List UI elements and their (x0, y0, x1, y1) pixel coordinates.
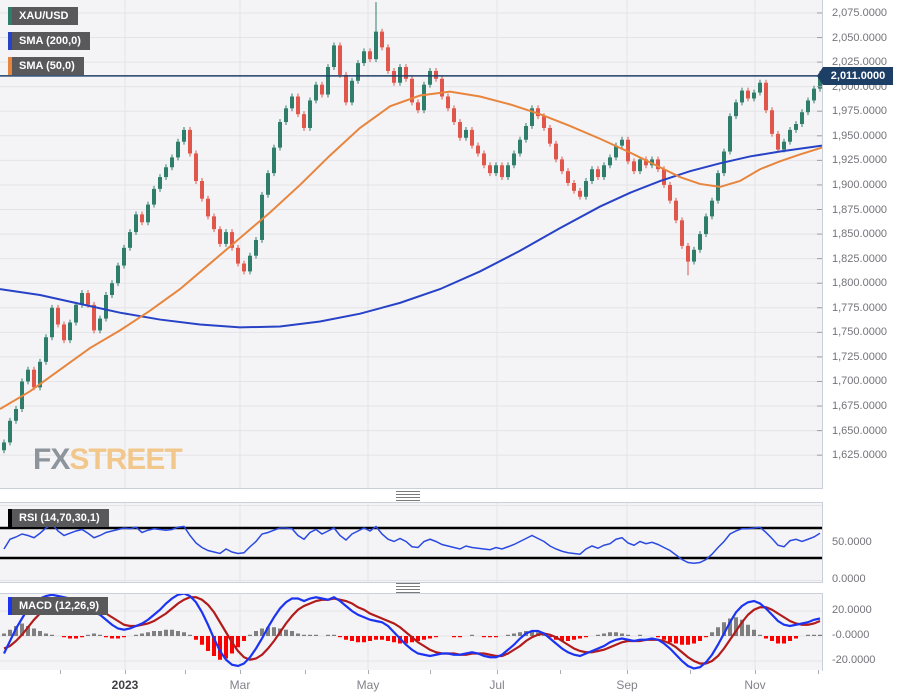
time-label: Sep (616, 678, 638, 692)
time-tick (627, 670, 628, 674)
axis-label: 1,975.0000 (832, 105, 888, 118)
axis-label: 0.0000 (832, 573, 866, 586)
rsi-axis[interactable]: 50.0000 0.0000 (823, 502, 898, 586)
symbol-label: XAU/USD (12, 7, 78, 25)
legend-sma200-badge[interactable]: SMA (200,0) (8, 32, 90, 50)
time-tick (368, 670, 369, 674)
sma50-label: SMA (50,0) (12, 57, 84, 75)
axis-label: 1,875.0000 (832, 203, 888, 216)
sma200-label: SMA (200,0) (12, 32, 90, 50)
axis-label: 20.0000 (832, 604, 872, 616)
rsi-label: RSI (14,70,30,1) (12, 509, 109, 527)
axis-label: 1,825.0000 (832, 252, 888, 265)
axis-label: 50.0000 (832, 535, 872, 548)
macd-label: MACD (12,26,9) (12, 597, 109, 615)
time-tick (305, 670, 306, 674)
time-tick (560, 670, 561, 674)
legend-symbol-badge[interactable]: XAU/USD (8, 7, 78, 25)
pane-resize-handle-1[interactable] (396, 491, 420, 502)
time-tick (690, 670, 691, 674)
time-tick (497, 670, 498, 674)
time-tick (125, 670, 126, 674)
axis-label: 1,900.0000 (832, 178, 888, 191)
time-tick (818, 670, 819, 674)
macd-color-strip (8, 597, 12, 615)
axis-label: 2,025.0000 (832, 56, 888, 69)
macd-axis[interactable]: 20.0000 -0.0000 -20.0000 (823, 593, 898, 669)
time-label: 2023 (111, 678, 139, 692)
time-tick (60, 670, 61, 674)
time-label: Nov (744, 678, 766, 692)
time-label: May (356, 678, 380, 692)
time-label: Jul (489, 678, 505, 692)
sma50-color-strip (8, 57, 12, 75)
time-axis[interactable]: 2023 Mar May Jul Sep Nov (0, 670, 822, 697)
price-axis[interactable]: 2,075.0000 2,050.0000 2,025.0000 2,000.0000… (823, 0, 898, 488)
last-price-tag: 2,011.0000 (817, 66, 893, 85)
rsi-color-strip (8, 509, 12, 527)
macd-chart[interactable] (0, 594, 822, 670)
axis-label: 1,850.0000 (832, 228, 888, 241)
price-pane[interactable] (0, 0, 823, 489)
legend-macd-badge[interactable]: MACD (12,26,9) (8, 597, 109, 615)
pane-resize-handle-2[interactable] (396, 583, 420, 594)
axis-label: 1,725.0000 (832, 350, 888, 363)
axis-label: 2,075.0000 (832, 6, 888, 19)
symbol-color-strip (8, 7, 12, 25)
axis-label: 1,800.0000 (832, 277, 888, 290)
rsi-pane[interactable] (0, 502, 823, 583)
time-tick (430, 670, 431, 674)
axis-label: 2,050.0000 (832, 31, 888, 44)
rsi-chart[interactable] (0, 503, 822, 582)
legend-rsi-badge[interactable]: RSI (14,70,30,1) (8, 509, 109, 527)
legend-sma50-badge[interactable]: SMA (50,0) (8, 57, 84, 75)
axis-label: -0.0000 (832, 629, 870, 641)
axis-label: 1,675.0000 (832, 400, 888, 413)
macd-pane[interactable] (0, 593, 823, 671)
axis-label: 1,625.0000 (832, 449, 888, 462)
axis-label: 1,775.0000 (832, 301, 888, 314)
axis-label: 1,950.0000 (832, 129, 888, 142)
time-tick (185, 670, 186, 674)
axis-label: 1,650.0000 (832, 424, 888, 437)
time-tick (755, 670, 756, 674)
time-tick (240, 670, 241, 674)
time-label: Mar (229, 678, 251, 692)
axis-label: 1,700.0000 (832, 375, 888, 388)
axis-label: 1,750.0000 (832, 326, 888, 339)
candlestick-chart[interactable] (0, 0, 822, 488)
axis-label: -20.0000 (832, 654, 876, 666)
sma200-color-strip (8, 32, 12, 50)
axis-label: 1,925.0000 (832, 154, 888, 167)
